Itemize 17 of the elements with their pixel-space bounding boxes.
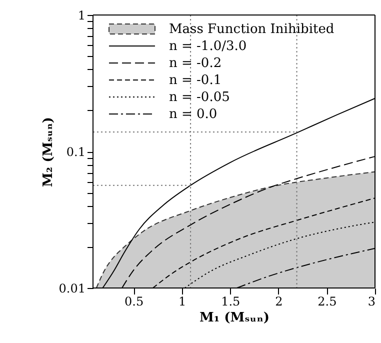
legend-label: n = -0.2 [169,56,222,71]
legend-label: n = -1.0/3.0 [169,39,247,54]
x-axis-title: M₁ (Mₛᵤₙ) [200,310,270,326]
y-tick-label: 1 [78,8,86,22]
y-tick-label: 0.1 [66,145,86,159]
x-tick-label: 0.5 [124,294,144,308]
x-tick-label: 3 [368,294,376,308]
x-tick-label: 2.5 [318,294,337,308]
legend-label: Mass Function Inihibited [169,22,334,37]
y-tick-label: 0.01 [58,282,86,296]
legend-label: n = -0.1 [169,73,222,88]
x-tick-label: 1 [178,294,186,308]
x-tick-label: 2 [275,294,283,308]
legend-label: n = 0.0 [169,107,218,122]
legend-label: n = -0.05 [169,90,230,105]
x-tick-label: 1.5 [221,294,240,308]
y-axis-title: M₂ (Mₛᵤₙ) [40,117,56,187]
